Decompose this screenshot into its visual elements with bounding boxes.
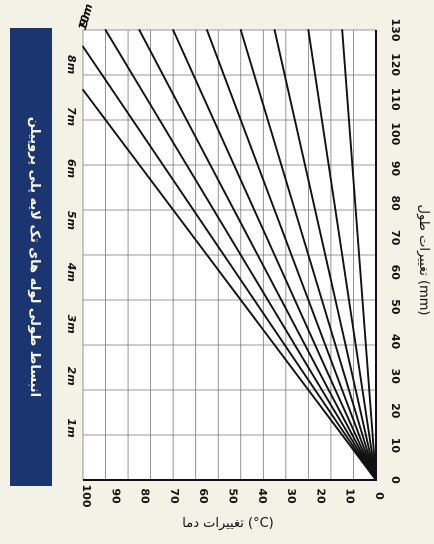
x-tick-label: 70 [168,488,181,504]
series-line-1m [341,29,377,481]
y-axis-label: تغییرات طول (mm) [416,204,431,315]
series-label-1m: 1m [65,419,78,438]
x-tick-label: 0 [373,492,386,500]
series-line-4m [239,29,377,481]
series-line-6m [172,29,377,481]
x-tick-label: 80 [139,488,152,504]
series-line-9m [82,45,377,481]
y-tick-label: 0 [389,476,402,484]
y-tick-label: 110 [389,88,402,111]
y-tick-label: 130 [389,19,402,42]
series-label-5m: 5m [65,211,78,230]
y-tick-label: 50 [389,299,402,315]
x-tick-label: 40 [256,488,269,504]
series-line-10m [82,88,377,481]
title-box [10,28,52,486]
series-line-5m [206,29,377,481]
y-tick-label: 70 [389,230,402,246]
y-tick-label: 40 [389,334,402,350]
x-tick-label: 10 [344,488,357,504]
x-axis-label: تغییرات دما (°C) [182,516,273,531]
y-tick-label: 80 [389,195,402,211]
chart-title: انبساط طولی لوله های تک لایه پلی پروپیلن [27,117,42,397]
x-tick-label: 90 [109,488,122,504]
series-label-7m: 7m [65,107,78,126]
series-line-8m [104,29,377,481]
x-tick-label: 100 [80,485,93,508]
y-tick-label: 20 [389,403,402,419]
x-tick-label: 20 [314,488,327,504]
series-line-7m [138,29,377,481]
series-label-6m: 6m [65,159,78,178]
x-tick-label: 50 [227,488,240,504]
y-tick-label: 60 [389,265,402,281]
series-label-2m: 2m [65,367,78,386]
series-label-9m: 9m [77,6,95,28]
x-tick-label: 60 [197,488,210,504]
series-label-3m: 3m [65,315,78,334]
y-tick-label: 30 [389,369,402,385]
series-label-10m: 10m [76,2,95,31]
y-tick-label: 100 [389,122,402,145]
y-tick-label: 90 [389,161,402,177]
series-line-2m [307,29,377,481]
y-tick-label: 120 [389,53,402,76]
y-tick-label: 10 [389,438,402,454]
series-label-4m: 4m [65,262,78,282]
series-label-8m: 8m [65,55,78,74]
x-tick-label: 30 [285,488,298,504]
series-line-3m [273,29,377,481]
